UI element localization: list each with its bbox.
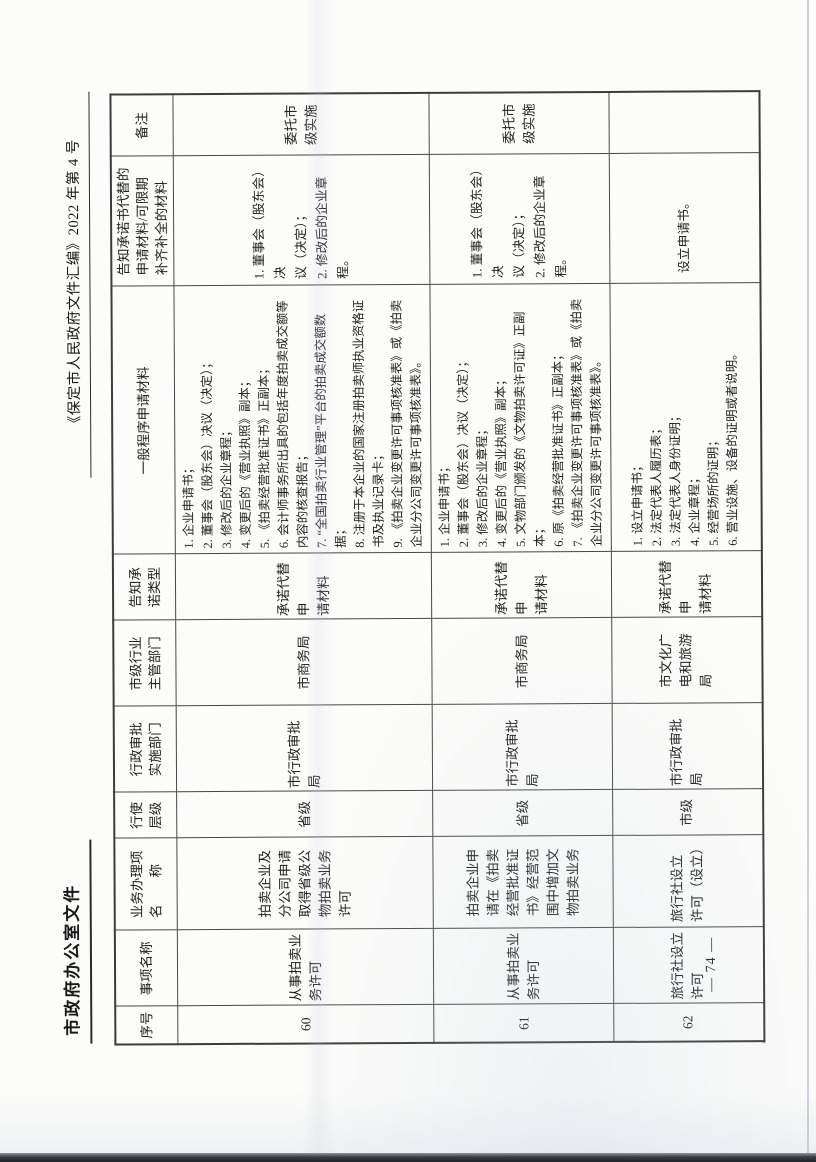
cell-replaced-materials: 设立申请书。: [609, 153, 760, 284]
cell-promise-type: 承诺代替申 请材料: [175, 552, 432, 621]
cell-promise-type: 承诺代替申 请材料: [611, 551, 762, 618]
cell-general-materials: 1. 设立申请书； 2. 法定代表人履历表； 3. 法定代表人身份证明； 4. …: [609, 283, 762, 552]
cell-approval-dept: 市行政审批局: [612, 703, 763, 790]
cell-general-materials: 1. 企业申请书； 2. 董事会（股东会）决议（决定）； 3. 修改后的企业章程…: [173, 284, 432, 555]
table-row: 61 从事拍卖业 务许可 拍卖企业申 请在《拍卖 经营批准证 书》经营范 围中增…: [428, 91, 614, 1043]
document-category-label: 市政府办公室文件: [57, 839, 93, 1044]
cell-approval-dept: 市行政审批局: [176, 704, 433, 793]
header-industry-dept: 市级行业 主管部门: [113, 620, 177, 707]
cell-seq: 60: [177, 1004, 434, 1045]
cell-industry-dept: 市商务局: [175, 618, 433, 707]
cell-business-name: 拍卖企业及 分公司申请 取得省级公 物拍卖业务 许可: [176, 836, 434, 931]
cell-level: 省级: [432, 789, 613, 837]
compilation-header: 《保定市人民政府文件汇编》2022 年第 4 号: [61, 91, 92, 478]
header-business-name: 业务办理项 名 称: [114, 838, 178, 931]
cell-replaced-materials: 1. 董事会（股东会）决 议（决定）； 2. 修改后的企业章程。: [429, 153, 610, 285]
header-level: 行使 层级: [114, 792, 177, 839]
table-row: 60 从事拍卖业 务许可 拍卖企业及 分公司申请 取得省级公 物拍卖业务 许可 …: [172, 92, 434, 1045]
cell-seq: 62: [613, 1003, 764, 1042]
cell-remark: [608, 91, 760, 154]
cell-remark: 委托市 级实施: [172, 92, 430, 157]
scan-bottom-edge-shadow: [0, 1153, 816, 1162]
cell-industry-dept: 市商务局: [431, 617, 613, 705]
cell-general-materials: 1. 企业申请书； 2. 董事会（股东会）决议（决定）； 3. 修改后的企业章程…: [429, 283, 612, 553]
page-number: — 74 —: [703, 936, 720, 992]
header-item-name: 事项名称: [114, 930, 178, 1007]
header-approval-dept: 行政审批 实施部门: [113, 706, 177, 793]
cell-item-name: 从事拍卖业 务许可: [177, 928, 434, 1007]
cell-seq: 61: [433, 1003, 614, 1043]
header-promise-type: 告知承 诺类型: [112, 554, 176, 621]
cell-item-name: 从事拍卖业 务许可: [433, 927, 614, 1005]
cell-level: 市级: [612, 789, 763, 836]
cell-level: 省级: [176, 790, 433, 839]
scan-page-edge-line: [807, 0, 809, 1162]
cell-item-name: 旅行社设立 许可: [613, 927, 764, 1004]
cell-industry-dept: 市文化广 电和旅游 局: [611, 617, 763, 704]
cell-business-name: 旅行社设立 许可（设立）: [612, 835, 764, 928]
cell-business-name: 拍卖企业申 请在《拍卖 经营批准证 书》经营范 围中增加文 物拍卖业务: [432, 835, 614, 929]
cell-promise-type: 承诺代替申 请材料: [431, 551, 612, 619]
header-replaced-materials: 告知承诺书代替的 申请材料/可限期 补齐补全的材料: [110, 156, 174, 287]
header-general-materials: 一般程序申请材料: [111, 286, 176, 555]
cell-approval-dept: 市行政审批局: [432, 703, 613, 791]
header-seq: 序号: [115, 1006, 178, 1045]
cell-remark: 委托市 级实施: [428, 91, 610, 155]
header-remark: 备注: [110, 94, 174, 157]
table-header-row: 序号 事项名称 业务办理项 名 称 行使 层级 行政审批 实施部门 市级行业 主…: [110, 94, 178, 1045]
table-row: 62 旅行社设立 许可 旅行社设立 许可（设立） 市级 市行政审批局 市文化广 …: [608, 91, 764, 1042]
cell-replaced-materials: 1. 董事会（股东会）决 议（决定）； 2. 修改后的企业章程。: [173, 154, 430, 287]
approval-items-table: 序号 事项名称 业务办理项 名 称 行使 层级 行政审批 实施部门 市级行业 主…: [109, 90, 765, 1046]
